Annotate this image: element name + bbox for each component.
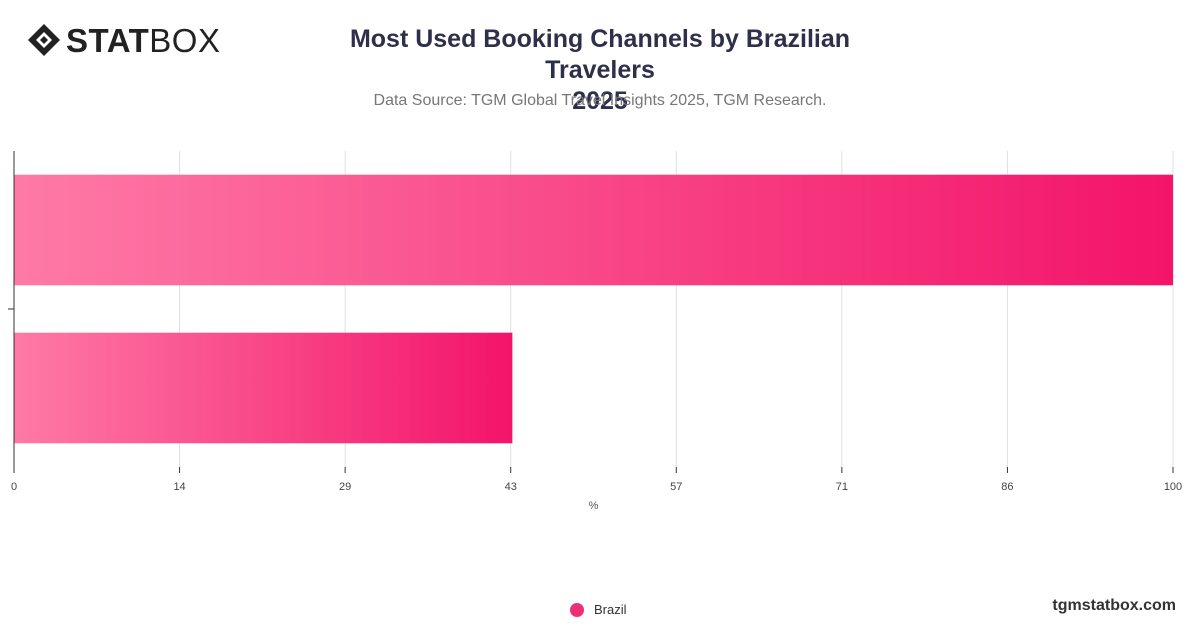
logo-text-bold: STAT xyxy=(66,21,150,59)
x-tick-label: 100 xyxy=(1164,481,1182,493)
x-tick-label: 86 xyxy=(1001,481,1013,493)
x-tick-label: 71 xyxy=(836,481,848,493)
x-tick-label: 0 xyxy=(11,481,17,493)
x-tick-label: 29 xyxy=(339,481,351,493)
x-tick-label: 43 xyxy=(505,481,517,493)
chart-title-line1: Most Used Booking Channels by Brazilian … xyxy=(349,25,851,84)
x-axis-label: % xyxy=(589,500,599,512)
logo-text-thin: BOX xyxy=(149,21,221,59)
legend-label-brazil: Brazil xyxy=(594,602,627,617)
diamond-logo-icon xyxy=(28,24,60,56)
legend[interactable]: Brazil xyxy=(570,602,627,617)
x-tick-label: 14 xyxy=(173,481,185,493)
chart-title: Most Used Booking Channels by Brazilian … xyxy=(300,24,900,117)
chart-title-year: 2025 xyxy=(572,87,628,115)
bar-brazil xyxy=(14,332,513,444)
legend-marker-brazil xyxy=(570,602,584,617)
site-url[interactable]: tgmstatbox.com xyxy=(1052,597,1176,614)
bar-brazil xyxy=(14,174,1173,286)
statbox-logo: STATBOX xyxy=(26,22,220,58)
x-tick-label: 57 xyxy=(670,481,682,493)
chart-subtitle: Data Source: TGM Global Travel Insights … xyxy=(373,92,827,109)
